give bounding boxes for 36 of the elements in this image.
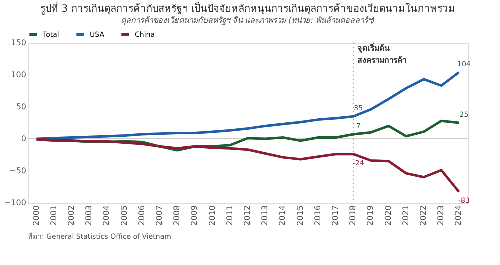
y-tick-label: 0 xyxy=(21,134,26,144)
line-series xyxy=(36,138,460,194)
x-tick-label: 2012 xyxy=(243,206,252,226)
ref-line-label: จุดเริ่มต้น สงครามการค้า xyxy=(358,42,407,65)
x-tick-label: 2017 xyxy=(331,206,340,226)
x-tick-label: 2006 xyxy=(137,206,146,226)
x-tick-label: 2002 xyxy=(67,206,76,226)
x-tick-label: 2014 xyxy=(278,206,288,226)
x-tick-label: 2010 xyxy=(208,206,217,226)
chart-title: รูปที่ 3 การเกินดุลการค้ากับสหรัฐฯ เป็นปัจจัยหลักหนุนการเกินดุลการค้าของเวียดนามในภาพรวม xyxy=(40,1,456,15)
x-tick-label: 2018 xyxy=(348,206,358,226)
x-tick-label: 2008 xyxy=(172,206,182,226)
x-tick-label: 2020 xyxy=(384,206,393,226)
x-tick-label: 2022 xyxy=(419,206,428,226)
chart-subtitle: ดุลการค้าของเวียดนามกับสหรัฐฯ จีน และภาพรวม (หน่วย: พันล้านดอลลาร์ฯ) xyxy=(120,15,376,26)
x-tick-label: 2019 xyxy=(366,206,376,226)
line-series xyxy=(36,71,460,140)
x-tick-label: 2000 xyxy=(32,206,41,226)
x-tick-label: 2005 xyxy=(120,206,129,226)
y-tick-label: 150 xyxy=(11,38,26,48)
x-tick-label: 2016 xyxy=(313,206,322,226)
x-tick-label: 2004 xyxy=(102,206,112,226)
x-tick-label: 2011 xyxy=(225,206,234,226)
x-tick-label: 2007 xyxy=(155,206,164,226)
x-tick-label: 2023 xyxy=(436,206,446,226)
x-tick-label: 2021 xyxy=(401,206,410,226)
x-tick-label: 2024 xyxy=(454,206,464,226)
y-tick-label: −100 xyxy=(4,198,26,208)
x-tick-label: 2015 xyxy=(296,206,305,226)
x-tick-label: 2009 xyxy=(190,206,200,226)
x-tick-label: 2013 xyxy=(260,206,270,226)
x-tick-label: 2001 xyxy=(49,206,58,226)
y-tick-label: −50 xyxy=(10,166,26,176)
x-tick-label: 2003 xyxy=(84,206,94,226)
y-tick-label: 50 xyxy=(16,102,26,112)
y-tick-label: 100 xyxy=(11,70,26,80)
